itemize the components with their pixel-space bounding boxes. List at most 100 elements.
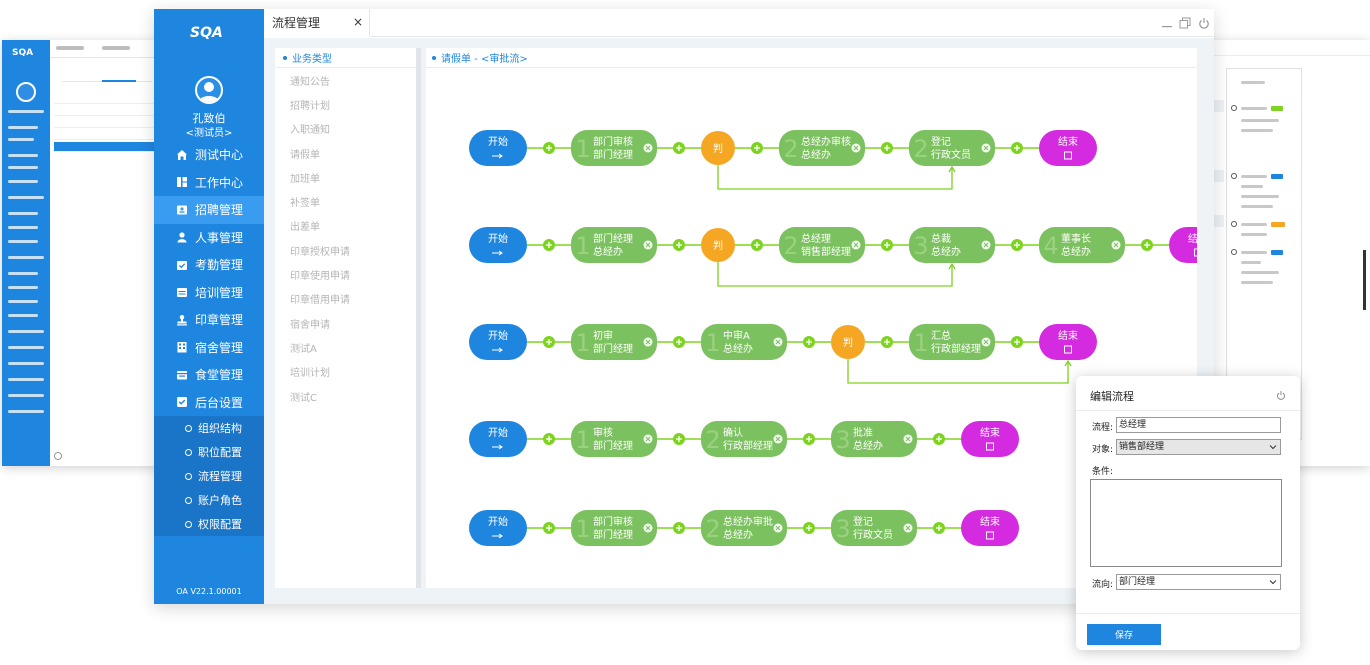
direction-select[interactable]: 部门经理 — [1116, 574, 1281, 590]
form-type-item[interactable]: 测试C — [290, 392, 317, 404]
minimize-icon[interactable] — [1161, 17, 1173, 29]
add-node-button[interactable] — [543, 239, 555, 251]
remove-node-button[interactable] — [981, 337, 991, 347]
add-node-button[interactable] — [803, 336, 815, 348]
sidebar-item-test-center[interactable]: 测试中心 — [154, 141, 264, 169]
remove-node-button[interactable] — [643, 523, 653, 533]
remove-node-button[interactable] — [773, 434, 783, 444]
save-button[interactable]: 保存 — [1087, 624, 1161, 645]
remove-node-button[interactable] — [851, 240, 861, 250]
add-node-button[interactable] — [673, 336, 685, 348]
form-type-item[interactable]: 招聘计划 — [290, 100, 330, 112]
end-node[interactable]: 结束 — [1039, 324, 1097, 360]
start-node[interactable]: 开始 — [469, 324, 527, 360]
form-type-item[interactable]: 印章使用申请 — [290, 271, 350, 283]
sidebar-item-attendance[interactable]: 考勤管理 — [154, 251, 264, 279]
add-node-button[interactable] — [673, 433, 685, 445]
power-icon[interactable] — [1198, 17, 1210, 29]
add-node-button[interactable] — [933, 433, 945, 445]
form-type-item[interactable]: 测试A — [290, 343, 317, 355]
sidebar-item-work-center[interactable]: 工作中心 — [154, 169, 264, 197]
remove-node-button[interactable] — [981, 240, 991, 250]
form-type-item[interactable]: 出差单 — [290, 222, 320, 234]
sidebar-item-seal[interactable]: 印章管理 — [154, 306, 264, 334]
remove-node-button[interactable] — [903, 523, 913, 533]
start-node[interactable]: 开始 — [469, 227, 527, 263]
target-select[interactable]: 销售部经理 — [1116, 439, 1281, 455]
add-node-button[interactable] — [673, 522, 685, 534]
start-node[interactable]: 开始 — [469, 421, 527, 457]
add-node-button[interactable] — [1011, 142, 1023, 154]
end-node[interactable]: 结束 — [1169, 227, 1197, 263]
add-node-button[interactable] — [543, 336, 555, 348]
close-tab-button[interactable]: × — [352, 15, 363, 29]
add-node-button[interactable] — [543, 142, 555, 154]
submenu-item-permission-config[interactable]: 权限配置 — [154, 512, 264, 536]
remove-node-button[interactable] — [643, 143, 653, 153]
remove-node-button[interactable] — [643, 337, 653, 347]
sidebar-item-canteen[interactable]: 食堂管理 — [154, 361, 264, 389]
submenu-item-position-config[interactable]: 职位配置 — [154, 440, 264, 464]
restore-icon[interactable] — [1179, 17, 1191, 29]
add-node-button[interactable] — [751, 142, 763, 154]
add-node-button[interactable] — [1141, 239, 1153, 251]
end-node[interactable]: 结束 — [1039, 130, 1097, 166]
submenu-item-account-roles[interactable]: 账户角色 — [154, 488, 264, 512]
start-node[interactable]: 开始 — [469, 130, 527, 166]
tab-process-management[interactable]: 流程管理 × — [264, 9, 370, 37]
add-node-button[interactable] — [803, 522, 815, 534]
end-node[interactable]: 结束 — [961, 421, 1019, 457]
form-type-item[interactable]: 印章授权申请 — [290, 246, 350, 258]
remove-node-button[interactable] — [851, 143, 861, 153]
remove-node-button[interactable] — [773, 523, 783, 533]
form-type-item[interactable]: 宿舍申请 — [290, 319, 330, 331]
judge-node[interactable]: 判 — [831, 325, 865, 359]
avatar[interactable] — [195, 76, 223, 104]
form-type-item[interactable]: 培训计划 — [290, 368, 330, 380]
add-node-button[interactable] — [673, 239, 685, 251]
add-node-button[interactable] — [803, 433, 815, 445]
add-node-button[interactable] — [543, 522, 555, 534]
end-node[interactable]: 结束 — [961, 510, 1019, 546]
form-type-item[interactable]: 通知公告 — [290, 76, 330, 88]
remove-node-button[interactable] — [643, 240, 653, 250]
power-icon[interactable] — [1276, 390, 1286, 400]
sidebar-item-personnel[interactable]: 人事管理 — [154, 224, 264, 252]
sidebar-item-dormitory[interactable]: 宿舍管理 — [154, 334, 264, 362]
add-node-button[interactable] — [1011, 239, 1023, 251]
add-node-button[interactable] — [933, 522, 945, 534]
remove-node-button[interactable] — [773, 337, 783, 347]
remove-node-button[interactable] — [903, 434, 913, 444]
condition-textarea[interactable] — [1090, 479, 1282, 567]
judge-node[interactable]: 判 — [701, 228, 735, 262]
add-node-button[interactable] — [881, 142, 893, 154]
start-node[interactable]: 开始 — [469, 510, 527, 546]
add-node-button[interactable] — [881, 239, 893, 251]
submenu-item-org-structure[interactable]: 组织结构 — [154, 416, 264, 440]
add-node-button[interactable] — [673, 142, 685, 154]
sidebar-item-backend-settings[interactable]: 后台设置 — [154, 389, 264, 417]
form-type-item[interactable]: 请假单 — [290, 149, 320, 161]
add-node-button[interactable] — [543, 433, 555, 445]
remove-node-button[interactable] — [981, 143, 991, 153]
submenu-item-process-management[interactable]: 流程管理 — [154, 464, 264, 488]
form-type-item[interactable]: 印章借用申请 — [290, 295, 350, 307]
add-node-button[interactable] — [1011, 336, 1023, 348]
judge-node[interactable]: 判 — [701, 131, 735, 165]
add-node-button[interactable] — [881, 336, 893, 348]
sidebar-item-recruitment[interactable]: 招聘管理 — [154, 196, 264, 224]
form-type-item[interactable]: 加班单 — [290, 173, 320, 185]
remove-node-button[interactable] — [1111, 240, 1121, 250]
